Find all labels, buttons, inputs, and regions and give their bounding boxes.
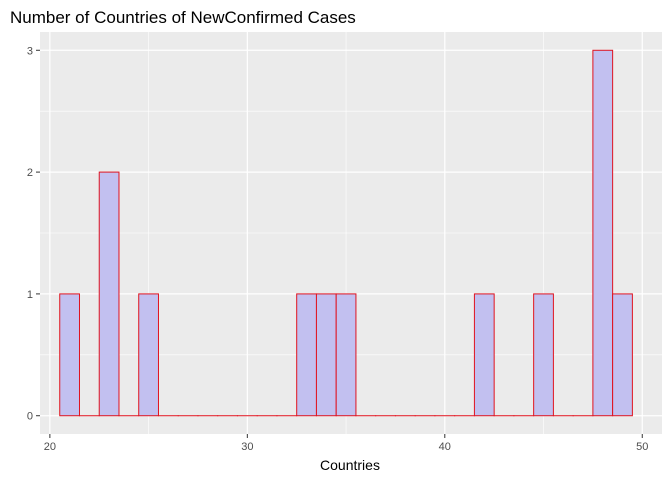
chart-title: Number of Countries of NewConfirmed Case… xyxy=(10,8,356,27)
bars xyxy=(59,49,633,417)
x-axis-label: Countries xyxy=(320,457,380,473)
y-tick-label: 2 xyxy=(27,167,33,179)
histogram-bar xyxy=(98,171,120,417)
histogram-bar xyxy=(533,293,554,417)
x-tick-label: 30 xyxy=(241,441,253,453)
y-axis: 0 1 2 3 xyxy=(27,45,40,423)
histogram-bar xyxy=(59,293,80,417)
histogram-bar xyxy=(296,293,317,417)
x-tick-label: 20 xyxy=(44,441,56,453)
x-tick-label: 50 xyxy=(636,441,648,453)
histogram-bar xyxy=(315,293,337,417)
histogram-bar xyxy=(335,293,357,417)
histogram-bar xyxy=(138,293,159,417)
histogram-bar xyxy=(473,293,495,417)
histogram-bar xyxy=(612,293,633,417)
x-tick-label: 40 xyxy=(439,441,451,453)
y-tick-label: 3 xyxy=(27,45,33,57)
y-tick-label: 1 xyxy=(27,289,33,301)
x-axis: 20 30 40 50 xyxy=(44,434,648,453)
y-tick-label: 0 xyxy=(27,411,33,423)
histogram-bar xyxy=(592,49,614,417)
